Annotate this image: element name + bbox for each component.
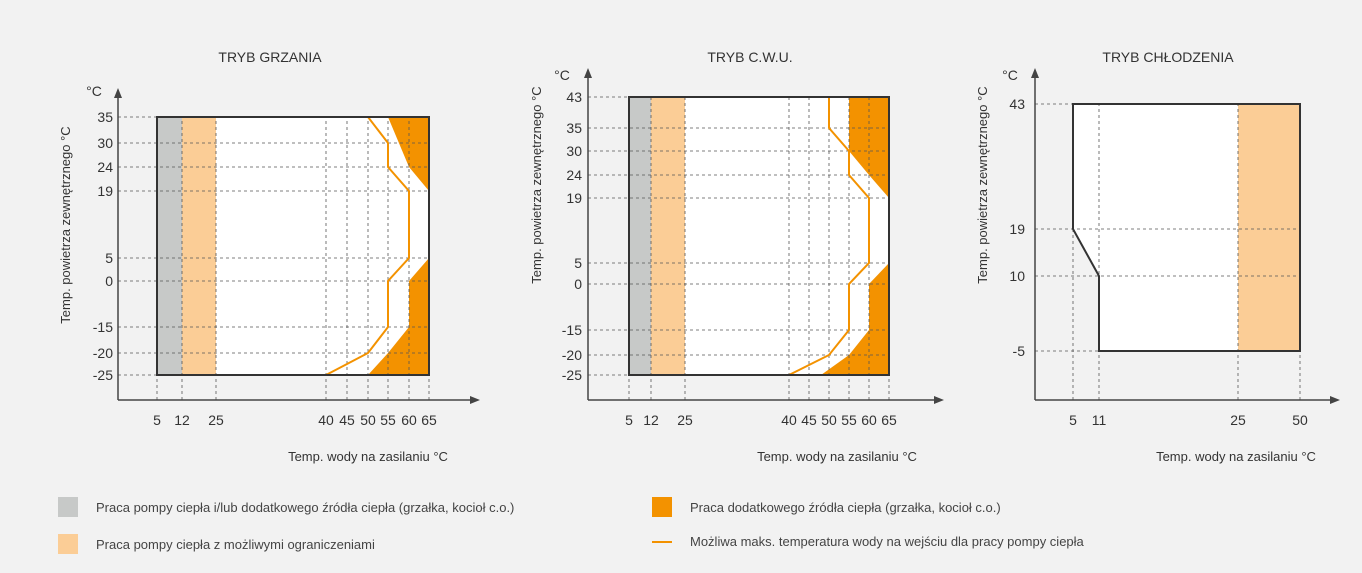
y-tick-label-dhw-0: 0 [574, 276, 582, 292]
x-tick-label-heating-12: 12 [174, 412, 190, 428]
x-tick-label-heating-60: 60 [401, 412, 417, 428]
x-tick-label-dhw-50: 50 [821, 412, 837, 428]
legend-label-light-orange: Praca pompy ciepła z możliwymi ogranicze… [96, 536, 375, 552]
y-axis-label-heating: Temp. powietrza zewnętrznego °C [58, 126, 73, 323]
chart-title-heating: TRYB GRZANIA [218, 49, 322, 65]
y-unit-label-heating: °C [86, 83, 102, 99]
y-tick-label-heating--25: -25 [93, 367, 113, 383]
y-tick-label-dhw-19: 19 [566, 190, 582, 206]
x-tick-label-heating-65: 65 [421, 412, 437, 428]
y-axis-arrow-dhw [584, 68, 592, 78]
y-axis-arrow-heating [114, 88, 122, 98]
x-tick-label-cooling-50: 50 [1292, 412, 1308, 428]
region-light_orange-dhw-1 [651, 97, 685, 375]
legend-item-orange: Praca dodatkowego źródła ciepła (grzałka… [652, 497, 1001, 517]
region-light_orange-cooling-0 [1238, 104, 1300, 351]
region-gray-dhw-0 [629, 97, 651, 375]
x-axis-arrow-cooling [1330, 396, 1340, 404]
plot-frame-dhw [628, 96, 890, 376]
max-temp-line-heating [325, 116, 410, 376]
y-tick-label-dhw-30: 30 [566, 143, 582, 159]
region-orange-heating-3 [368, 258, 429, 375]
y-tick-label-dhw-43: 43 [566, 89, 582, 105]
y-tick-label-heating--15: -15 [93, 319, 113, 335]
max-temp-line-dhw [788, 97, 870, 376]
y-tick-label-heating--20: -20 [93, 345, 113, 361]
x-tick-label-cooling-5: 5 [1069, 412, 1077, 428]
y-unit-label-dhw: °C [554, 67, 570, 83]
legend-label-line: Możliwa maks. temperatura wody na wejści… [690, 534, 1084, 549]
y-tick-label-cooling-10: 10 [1009, 268, 1025, 284]
x-tick-label-dhw-40: 40 [781, 412, 797, 428]
chart-title-cooling: TRYB CHŁODZENIA [1102, 49, 1234, 65]
x-tick-label-heating-45: 45 [339, 412, 355, 428]
region-orange-heating-2 [388, 117, 429, 191]
chart-heating: 5 12 25 40 45 50 55 60 65-25-20-150519243035TRYB… [58, 49, 480, 464]
x-tick-label-heating-55: 55 [380, 412, 396, 428]
x-tick-label-dhw-45: 45 [801, 412, 817, 428]
y-tick-label-cooling--5: -5 [1013, 343, 1026, 359]
x-tick-label-cooling-25: 25 [1230, 412, 1246, 428]
y-tick-label-dhw-24: 24 [566, 167, 582, 183]
legend-label-orange: Praca dodatkowego źródła ciepła (grzałka… [690, 499, 1001, 515]
y-tick-label-heating-5: 5 [105, 250, 113, 266]
y-axis-label-dhw: Temp. powietrza zewnętrznego °C [529, 86, 544, 283]
y-unit-label-cooling: °C [1002, 67, 1018, 83]
chart-dhw: 5 12 25 40 45 50 55 60 65 -25 -20 -15 0 5 19 24 30 35 43 TR… [529, 49, 944, 464]
y-tick-label-dhw--20: -20 [562, 347, 582, 363]
legend-item-gray: Praca pompy ciepła i/lub dodatkowego źró… [58, 497, 514, 517]
region-light_orange-heating-1 [182, 117, 216, 375]
legend-swatch-orange [652, 497, 672, 517]
y-tick-label-heating-19: 19 [97, 183, 113, 199]
x-tick-label-heating-50: 50 [360, 412, 376, 428]
charts-svg: 5 12 25 40 45 50 55 60 65-25-20-150519243035TRYB… [58, 49, 1340, 464]
legend-swatch-light-orange [58, 534, 78, 554]
x-tick-label-dhw-12: 12 [643, 412, 659, 428]
x-axis-label-heating: Temp. wody na zasilaniu °C [288, 449, 448, 464]
x-axis-label-dhw: Temp. wody na zasilaniu °C [757, 449, 917, 464]
legend-swatch-gray [58, 497, 78, 517]
legend-swatch-line [652, 540, 672, 543]
region-gray-heating-0 [157, 117, 182, 375]
y-tick-label-heating-0: 0 [105, 273, 113, 289]
y-tick-label-dhw-5: 5 [574, 255, 582, 271]
x-tick-label-cooling-11: 11 [1092, 412, 1107, 428]
operating-envelope-cooling [1072, 103, 1301, 352]
y-tick-label-heating-35: 35 [97, 109, 113, 125]
x-tick-label-dhw-65: 65 [881, 412, 897, 428]
region-orange-dhw-3 [821, 263, 889, 375]
y-tick-label-heating-24: 24 [97, 159, 113, 175]
x-tick-label-heating-40: 40 [318, 412, 334, 428]
legend-item-line: Możliwa maks. temperatura wody na wejści… [652, 534, 1084, 549]
x-tick-label-heating-25: 25 [208, 412, 224, 428]
x-axis-label-cooling: Temp. wody na zasilaniu °C [1156, 449, 1316, 464]
y-tick-label-cooling-43: 43 [1009, 96, 1025, 112]
legend-label-gray: Praca pompy ciepła i/lub dodatkowego źró… [96, 499, 515, 515]
x-tick-label-dhw-55: 55 [841, 412, 857, 428]
y-tick-label-dhw--25: -25 [562, 367, 582, 383]
chart-cooling: 5 11 25 50 -5 10 19 43 TRYB CHŁODZENIA Temp. wody… [975, 49, 1340, 464]
y-axis-label-cooling: Temp. powietrza zewnętrznego °C [975, 86, 990, 283]
y-axis-arrow-cooling [1031, 68, 1039, 78]
x-tick-label-dhw-25: 25 [677, 412, 693, 428]
x-tick-label-dhw-60: 60 [861, 412, 877, 428]
x-tick-label-dhw-5: 5 [625, 412, 633, 428]
x-axis-arrow-dhw [934, 396, 944, 404]
plot-frame-heating [156, 116, 430, 376]
x-tick-label-heating-5: 5 [153, 412, 161, 428]
chart-title-dhw: TRYB C.W.U. [707, 49, 792, 65]
y-tick-label-dhw--15: -15 [562, 322, 582, 338]
x-axis-arrow-heating [470, 396, 480, 404]
legend-item-light-orange: Praca pompy ciepła z możliwymi ogranicze… [58, 534, 375, 554]
y-tick-label-dhw-35: 35 [566, 120, 582, 136]
y-tick-label-heating-30: 30 [97, 135, 113, 151]
y-tick-label-cooling-19: 19 [1009, 221, 1025, 237]
